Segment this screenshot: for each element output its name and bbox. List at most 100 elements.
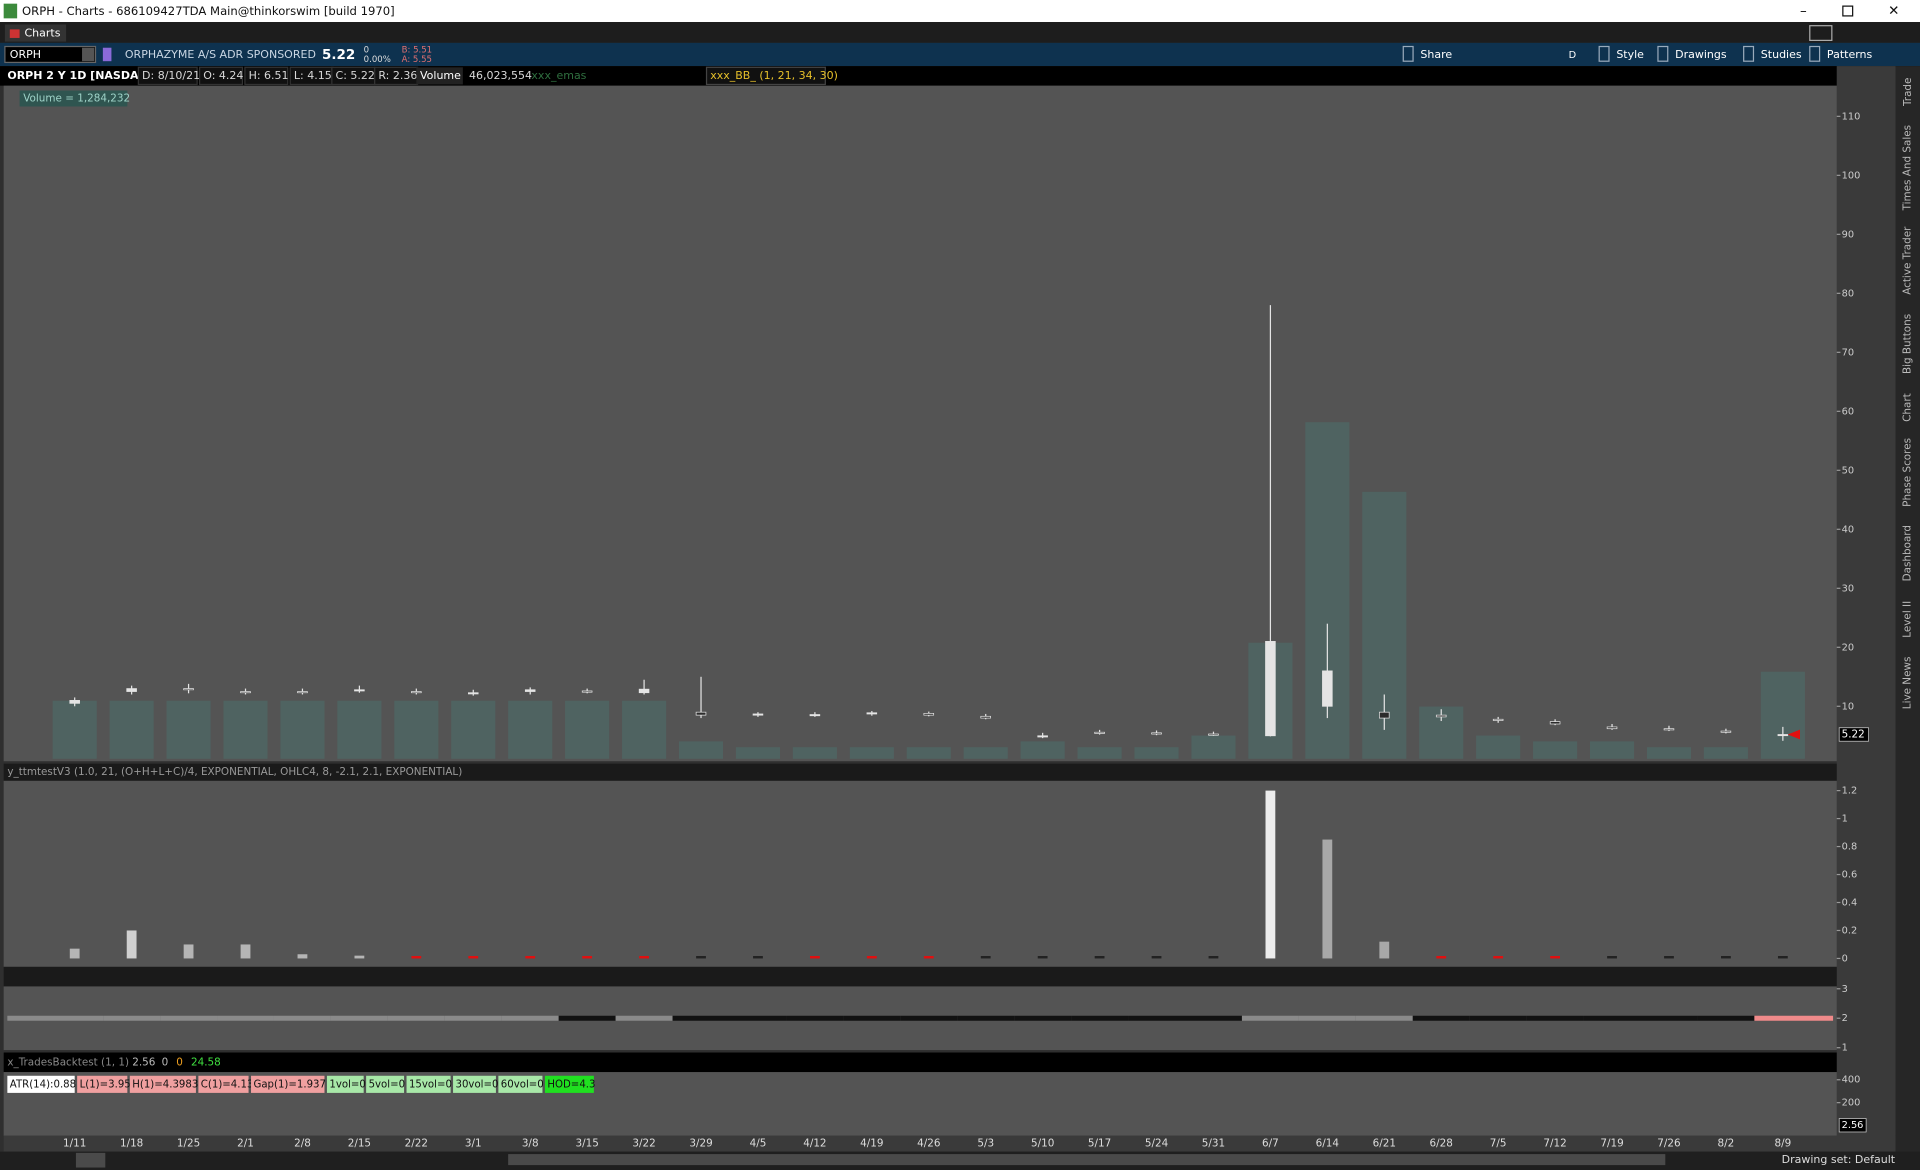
candle-body xyxy=(1492,718,1504,721)
candle-body xyxy=(183,688,194,691)
charts-tab[interactable] xyxy=(4,24,67,42)
link-icon[interactable] xyxy=(102,47,112,62)
y-tick-label: 1 xyxy=(1842,814,1848,825)
x-tick-label: 6/14 xyxy=(1316,1138,1340,1150)
x-tick-label: 1/18 xyxy=(120,1138,143,1150)
candle-body xyxy=(923,712,935,716)
toolbar-button-label[interactable]: Patterns xyxy=(1827,48,1873,61)
volume-box xyxy=(416,67,463,85)
squeeze-label-bar xyxy=(3,966,1837,987)
candle-body xyxy=(468,692,479,695)
volume-bar xyxy=(1134,747,1179,759)
histogram-bar xyxy=(240,944,251,959)
x-tick-label: 3/15 xyxy=(575,1138,598,1150)
maximize-button[interactable] xyxy=(1842,5,1854,17)
volume-bar xyxy=(735,747,780,759)
toolbar-button-label[interactable]: Share xyxy=(1420,48,1452,61)
candle-body xyxy=(752,713,764,716)
toolbar-button-label[interactable]: Studies xyxy=(1761,48,1802,61)
volume-bar xyxy=(1077,747,1122,759)
y-tick-label: 2 xyxy=(1842,1013,1848,1024)
y-tick-label: 400 xyxy=(1842,1075,1861,1086)
x-tick-label: 1/11 xyxy=(63,1138,86,1150)
app-icon xyxy=(3,3,18,19)
last-price-marker xyxy=(1787,729,1800,740)
toolbar-button[interactable] xyxy=(1598,45,1610,62)
toolbar-button-label[interactable]: Style xyxy=(1616,48,1644,61)
candle-body xyxy=(866,712,878,715)
toolbar-button[interactable] xyxy=(1657,45,1669,62)
side-tab[interactable]: Live News xyxy=(1902,657,1914,710)
backtest-readout: 0 xyxy=(176,1056,183,1068)
toolbar-button[interactable] xyxy=(1402,45,1414,62)
histogram-bar xyxy=(411,956,422,959)
side-tab[interactable]: Trade xyxy=(1902,78,1914,107)
close-button[interactable]: ✕ xyxy=(1888,4,1899,19)
study-name: xxx_emas xyxy=(531,69,586,82)
side-tab[interactable]: Times And Sales xyxy=(1902,125,1914,211)
scroll-thumb[interactable] xyxy=(508,1154,1666,1166)
x-tick-label: 5/3 xyxy=(977,1138,994,1150)
side-tab[interactable]: Level II xyxy=(1902,601,1914,638)
backtest-label: x_TradesBacktest (1, 1) xyxy=(7,1056,129,1068)
x-tick-label: 5/24 xyxy=(1145,1138,1169,1150)
symbol-box[interactable] xyxy=(4,45,97,64)
drawing-set[interactable]: Drawing set: Default xyxy=(1782,1153,1896,1166)
volume-bar xyxy=(52,700,97,759)
backtest-chip-label: 30vol=0 xyxy=(456,1079,499,1090)
x-axis xyxy=(3,1135,1896,1152)
last-price-tag xyxy=(1838,727,1869,742)
side-tab[interactable]: Active Trader xyxy=(1902,226,1914,295)
y-tick-label: 0.4 xyxy=(1842,898,1858,909)
x-tick-label: 2/8 xyxy=(294,1138,311,1150)
y-tick-label: 40 xyxy=(1842,524,1854,535)
price-pane xyxy=(3,85,1837,762)
layout-button[interactable] xyxy=(1809,25,1833,41)
toolbar-button[interactable] xyxy=(1743,45,1755,62)
volume-bar xyxy=(280,700,325,759)
chart-label: ORPH 2 Y 1D [NASDAQ] xyxy=(7,69,153,82)
x-tick-label: 3/22 xyxy=(632,1138,655,1150)
backtest-chip-label: H(1)=4.3983 xyxy=(132,1079,198,1090)
x-tick-label: 5/10 xyxy=(1031,1138,1054,1150)
symbol[interactable]: ORPH xyxy=(10,48,41,61)
histogram-pane xyxy=(3,780,1837,967)
x-tick-label: 2/22 xyxy=(405,1138,428,1150)
volume-title: Volume xyxy=(420,69,461,82)
backtest-chip xyxy=(498,1075,543,1093)
toolbar-button-label[interactable]: Drawings xyxy=(1675,48,1727,61)
side-tab[interactable]: Chart xyxy=(1902,393,1914,422)
candle-body xyxy=(1151,732,1162,735)
minimize-button[interactable]: – xyxy=(1800,4,1807,19)
y-tick-label: 0.6 xyxy=(1842,870,1858,881)
study-box xyxy=(705,66,826,86)
volume-bar xyxy=(394,700,439,759)
histogram-bar xyxy=(1037,956,1048,959)
symbol-dropdown[interactable] xyxy=(82,47,95,62)
backtest-chip xyxy=(544,1075,594,1093)
volume-bar xyxy=(1760,671,1805,759)
last-price-tag-label: 5.22 xyxy=(1842,728,1865,740)
aggregation[interactable]: D xyxy=(1569,50,1577,61)
study-name: xxx_BB_ (1, 21, 34, 30) xyxy=(710,69,838,82)
backtest-chip xyxy=(366,1075,405,1093)
expand-button[interactable] xyxy=(75,1152,106,1168)
header-field: H: 6.51 xyxy=(249,69,289,82)
backtest-readout: 2.56 xyxy=(132,1056,155,1068)
x-tick-label: 1/25 xyxy=(177,1138,200,1150)
charts-tab-label[interactable]: Charts xyxy=(24,27,60,40)
side-tab[interactable]: Big Buttons xyxy=(1902,314,1914,374)
volume-bar xyxy=(337,700,382,759)
x-tick-label: 2/15 xyxy=(348,1138,371,1150)
y-tick-label: 1 xyxy=(1842,1043,1848,1054)
histogram-bar xyxy=(980,956,991,959)
candle-body xyxy=(297,691,308,694)
toolbar-button[interactable] xyxy=(1809,45,1821,62)
side-tab[interactable]: Phase Scores xyxy=(1902,438,1914,507)
header-field-box xyxy=(137,66,198,86)
candle-body xyxy=(126,688,137,692)
candle-body xyxy=(980,715,991,719)
histogram-bar xyxy=(1322,839,1333,959)
side-tab[interactable]: Dashboard xyxy=(1902,525,1914,581)
